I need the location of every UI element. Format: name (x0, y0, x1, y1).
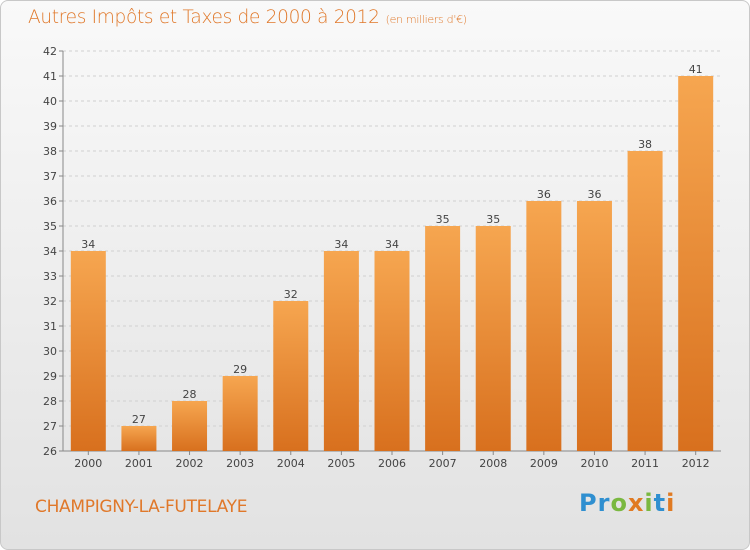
y-tick-label: 40 (43, 95, 57, 108)
logo-letter: P (579, 489, 598, 517)
proxiti-logo: Proxiti (579, 489, 675, 517)
commune-name: CHAMPIGNY-LA-FUTELAYE (35, 497, 248, 517)
bar (222, 376, 258, 451)
x-tick-label: 2002 (176, 457, 204, 470)
y-tick-label: 36 (43, 195, 57, 208)
data-label: 36 (537, 188, 551, 201)
y-tick-label: 33 (43, 270, 57, 283)
logo-letter: r (597, 489, 611, 517)
y-tick-label: 28 (43, 395, 57, 408)
y-tick-label: 30 (43, 345, 57, 358)
x-tick-label: 2004 (277, 457, 305, 470)
logo-letter: x (627, 489, 645, 517)
bar (678, 76, 714, 451)
y-tick-label: 42 (43, 45, 57, 58)
bar (526, 201, 562, 451)
data-label: 34 (385, 238, 399, 251)
x-tick-label: 2003 (226, 457, 254, 470)
data-label: 32 (284, 288, 298, 301)
y-tick-label: 29 (43, 370, 57, 383)
data-label: 34 (334, 238, 348, 251)
x-tick-label: 2009 (530, 457, 558, 470)
data-label: 34 (81, 238, 95, 251)
logo-letter: i (666, 489, 676, 517)
x-tick-label: 2011 (631, 457, 659, 470)
bar (172, 401, 208, 451)
y-tick-label: 27 (43, 420, 57, 433)
x-tick-label: 2010 (580, 457, 608, 470)
data-label: 35 (486, 213, 500, 226)
y-tick-label: 31 (43, 320, 57, 333)
chart-subtitle: (en milliers d'€) (385, 13, 467, 26)
x-tick-label: 2001 (125, 457, 153, 470)
bar (425, 226, 461, 451)
labels: 2000 34 2001 27 2002 28 2003 29 2004 32 2005 34 2006… (74, 63, 709, 470)
bars (70, 76, 714, 451)
bar (374, 251, 410, 451)
chart-title-text: Autres Impôts et Taxes de 2000 à 2012 (28, 7, 380, 28)
x-tick-label: 2007 (429, 457, 457, 470)
x-tick-label: 2008 (479, 457, 507, 470)
bar (273, 301, 309, 451)
y-tick-label: 39 (43, 120, 57, 133)
x-tick-label: 2000 (74, 457, 102, 470)
y-tick-label: 35 (43, 220, 57, 233)
bar (627, 151, 663, 451)
data-label: 36 (587, 188, 601, 201)
logo-letter: i (644, 489, 654, 517)
x-tick-label: 2005 (327, 457, 355, 470)
data-label: 28 (183, 388, 197, 401)
logo-letter: o (610, 489, 628, 517)
data-label: 38 (638, 138, 652, 151)
y-tick-label: 32 (43, 295, 57, 308)
y-tick-label: 41 (43, 70, 57, 83)
x-tick-label: 2006 (378, 457, 406, 470)
data-label: 27 (132, 413, 146, 426)
y-tick-label: 34 (43, 245, 57, 258)
y-tick-label: 38 (43, 145, 57, 158)
logo-letter: t (653, 489, 667, 517)
bar (475, 226, 511, 451)
y-tick-label: 26 (43, 445, 57, 458)
bar (576, 201, 612, 451)
data-label: 35 (436, 213, 450, 226)
data-label: 41 (689, 63, 703, 76)
bar (121, 426, 157, 451)
bar (323, 251, 359, 451)
bar (70, 251, 106, 451)
data-label: 29 (233, 363, 247, 376)
chart-title: Autres Impôts et Taxes de 2000 à 2012 (en… (28, 7, 467, 28)
x-tick-label: 2012 (682, 457, 710, 470)
y-tick-label: 37 (43, 170, 57, 183)
